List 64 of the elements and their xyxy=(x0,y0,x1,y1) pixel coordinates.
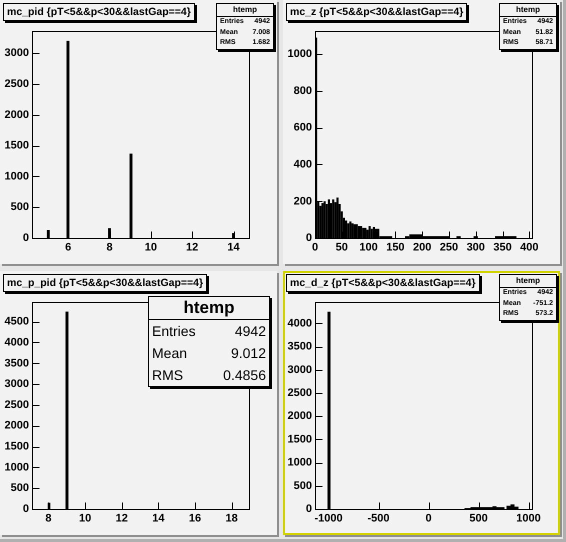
y-tick-label: 4000 xyxy=(288,317,312,330)
y-tick-label: 0 xyxy=(306,232,312,244)
x-tick-label: 250 xyxy=(440,242,458,254)
x-tick-label: 300 xyxy=(466,242,485,254)
y-tick-label: 1500 xyxy=(288,433,312,446)
y-tick-label: 2500 xyxy=(288,387,312,399)
annotation: Entries 4942 xyxy=(151,322,267,341)
y-tick-label: 3000 xyxy=(4,378,29,390)
x-tick-label: 350 xyxy=(493,242,512,254)
x-tick-label: 150 xyxy=(386,242,405,254)
y-tick-label: 500 xyxy=(294,480,312,492)
y-tick-label: 3500 xyxy=(288,340,312,353)
annotation: htemp xyxy=(149,297,269,320)
y-tick-label: 500 xyxy=(10,201,29,214)
annotation: Mean 9.012 xyxy=(151,344,267,363)
title-box: mc_d_z {pT<5&&p<30&&lastGap==4} xyxy=(286,274,480,292)
y-tick-label: 1000 xyxy=(288,456,312,469)
y-tick-label: 3500 xyxy=(4,357,29,370)
x-tick-label: 8 xyxy=(45,512,52,525)
y-tick-label: 4000 xyxy=(4,336,29,348)
y-tick-label: 2000 xyxy=(4,108,29,121)
x-tick-label: 0 xyxy=(425,512,432,525)
x-tick-label: 10 xyxy=(144,242,157,254)
y-tick-label: 2500 xyxy=(4,78,29,90)
x-tick-label: 1000 xyxy=(516,512,541,525)
x-tick-label: -1000 xyxy=(314,512,343,525)
y-tick-label: 2500 xyxy=(4,398,29,411)
x-tick-label: 6 xyxy=(65,242,72,254)
x-tick-label: 100 xyxy=(359,242,378,254)
y-tick-label: 3000 xyxy=(4,47,29,60)
title-box: mc_p_pid {pT<5&&p<30&&lastGap==4} xyxy=(3,274,208,292)
y-tick-label: 3000 xyxy=(288,364,312,376)
x-tick-label: 14 xyxy=(152,512,166,525)
x-tick-label: 18 xyxy=(225,512,238,525)
x-tick-label: 400 xyxy=(520,242,538,254)
y-tick-label: 0 xyxy=(306,503,312,516)
x-tick-label: 14 xyxy=(227,242,240,254)
y-tick-label: 1000 xyxy=(288,48,312,60)
x-tick-label: 10 xyxy=(78,512,92,525)
x-tick-label: 16 xyxy=(188,512,202,525)
x-tick-label: 200 xyxy=(412,242,432,254)
y-tick-label: 2000 xyxy=(288,410,312,422)
y-tick-label: 400 xyxy=(294,158,312,170)
y-tick-label: 1500 xyxy=(4,140,29,152)
y-tick-label: 0 xyxy=(22,503,29,516)
x-tick-label: 12 xyxy=(116,512,128,525)
y-tick-label: 1500 xyxy=(4,440,29,453)
x-tick-label: 8 xyxy=(106,242,113,254)
x-tick-label: -500 xyxy=(367,512,390,525)
annotation: RMS 0.4856 xyxy=(151,366,267,385)
y-tick-label: 800 xyxy=(294,84,312,97)
x-tick-label: 500 xyxy=(469,512,488,525)
x-tick-label: 12 xyxy=(186,242,198,254)
y-tick-label: 4500 xyxy=(4,316,29,328)
y-tick-label: 200 xyxy=(294,195,312,208)
x-tick-label: 50 xyxy=(336,242,348,254)
y-tick-label: 0 xyxy=(22,232,29,244)
title-box: mc_pid {pT<5&&p<30&&lastGap==4} xyxy=(3,3,195,21)
y-tick-label: 2000 xyxy=(4,420,29,432)
y-tick-label: 1000 xyxy=(4,170,29,182)
y-tick-label: 500 xyxy=(10,482,29,494)
title-box: mc_z {pT<5&&p<30&&lastGap==4} xyxy=(286,3,468,21)
y-tick-label: 600 xyxy=(294,122,312,134)
y-tick-label: 1000 xyxy=(4,461,29,474)
